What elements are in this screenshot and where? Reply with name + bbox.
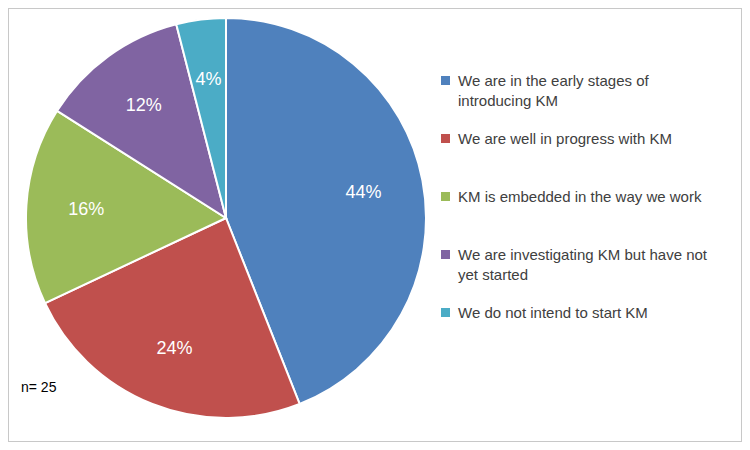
svg-text:12%: 12%: [126, 95, 162, 115]
svg-text:24%: 24%: [156, 338, 192, 358]
svg-text:16%: 16%: [68, 199, 104, 219]
svg-text:4%: 4%: [195, 69, 221, 89]
svg-text:44%: 44%: [346, 182, 382, 202]
html-text:We do not intend to start KM: We do not intend to start KM: [458, 304, 648, 321]
html-text:We are well in progress with K: We are well in progress with KM: [458, 130, 672, 147]
html-text:KM is embedded in the way we w: KM is embedded in the way we work: [458, 188, 702, 205]
html-text:n= 25: n= 25: [21, 379, 57, 395]
html-text:We are investigating KM but ha: We are investigating KM but have not yet…: [458, 246, 707, 283]
html-text:We are in the early stages of: We are in the early stages of introducin…: [458, 72, 649, 109]
